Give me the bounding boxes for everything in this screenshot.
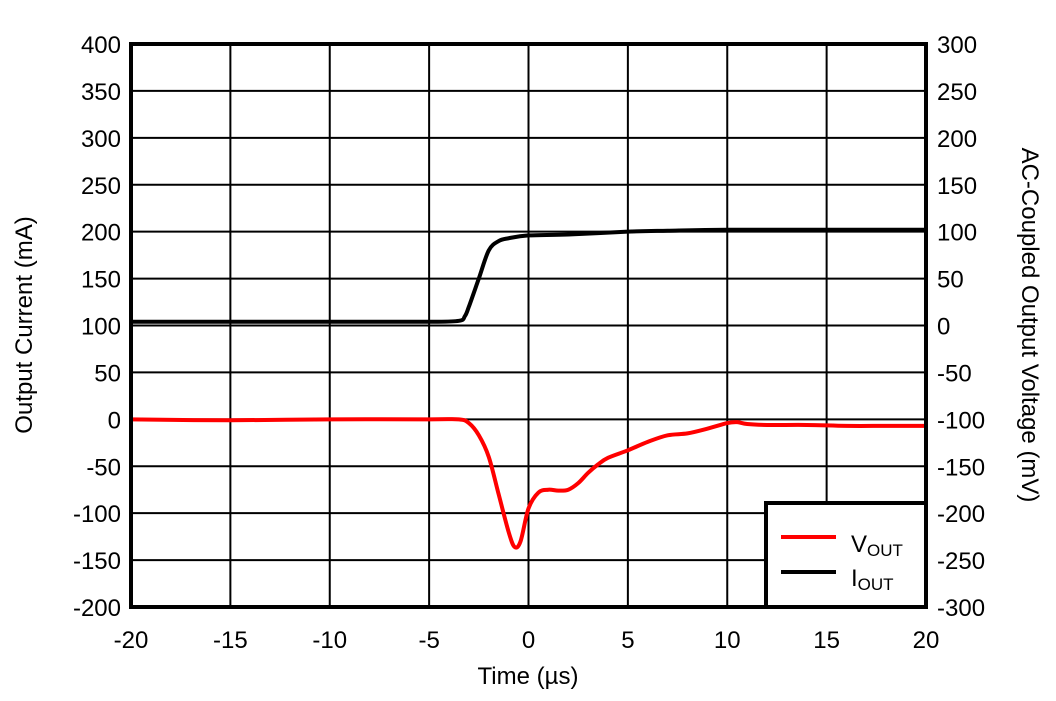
x-tick-label: 5 [621,627,634,654]
x-tick-label: -5 [418,627,439,654]
legend: VOUT IOUT [764,501,928,609]
y-right-tick-label: 50 [937,267,964,294]
y-left-tick-label: 400 [81,32,121,59]
series-line-iout [130,227,926,324]
x-axis-ticks: -20 -15 -10 -5 0 5 10 15 20 [114,627,940,654]
y-left-tick-label: -200 [73,595,121,622]
x-tick-label: 20 [913,627,940,654]
y-left-tick-label: -50 [86,454,121,481]
series-line-vout [130,417,926,550]
x-tick-label: -10 [312,627,347,654]
y-axis-right-ticks: 300 250 200 150 100 50 0 -50 -100 -150 -200 -250 -30… [937,32,985,622]
y-right-tick-label: -100 [937,407,985,434]
y-right-tick-label: 200 [937,126,977,153]
legend-label-iout: IOUT [851,565,894,594]
y-right-tick-label: -50 [937,360,972,387]
y-left-tick-label: 350 [81,79,121,106]
plot-frame [129,42,928,609]
y-right-tick-label: -200 [937,501,985,528]
y-left-tick-label: 150 [81,267,121,294]
x-tick-label: 0 [522,627,535,654]
x-tick-label: -15 [213,627,248,654]
legend-label-vout: VOUT [851,531,903,560]
y-left-tick-label: 0 [108,407,121,434]
y-left-tick-label: 250 [81,173,121,200]
y-left-tick-label: 200 [81,220,121,247]
x-tick-label: 10 [714,627,741,654]
y-left-tick-label: 50 [94,360,121,387]
y-left-tick-label: -100 [73,501,121,528]
x-tick-label: -20 [114,627,149,654]
y-left-tick-label: 100 [81,314,121,341]
data-series [130,227,926,550]
y-right-tick-label: 150 [937,173,977,200]
y-right-tick-label: 100 [937,220,977,247]
y-right-tick-label: -250 [937,548,985,575]
legend-box [764,501,928,609]
y-right-tick-label: -300 [937,595,985,622]
y-left-tick-label: 300 [81,126,121,153]
x-axis-title: Time (µs) [478,663,579,690]
y-right-tick-label: 250 [937,79,977,106]
y-right-tick-label: 300 [937,32,977,59]
x-tick-label: 15 [813,627,840,654]
y-axis-right-title: AC-Coupled Output Voltage (mV) [1016,148,1043,503]
y-right-tick-label: -150 [937,454,985,481]
y-axis-left-ticks: 400 350 300 250 200 150 100 50 0 -50 -100 -150 -200 [73,32,121,622]
y-left-tick-label: -150 [73,548,121,575]
y-axis-left-title: Output Current (mA) [11,216,38,433]
y-right-tick-label: 0 [937,314,950,341]
